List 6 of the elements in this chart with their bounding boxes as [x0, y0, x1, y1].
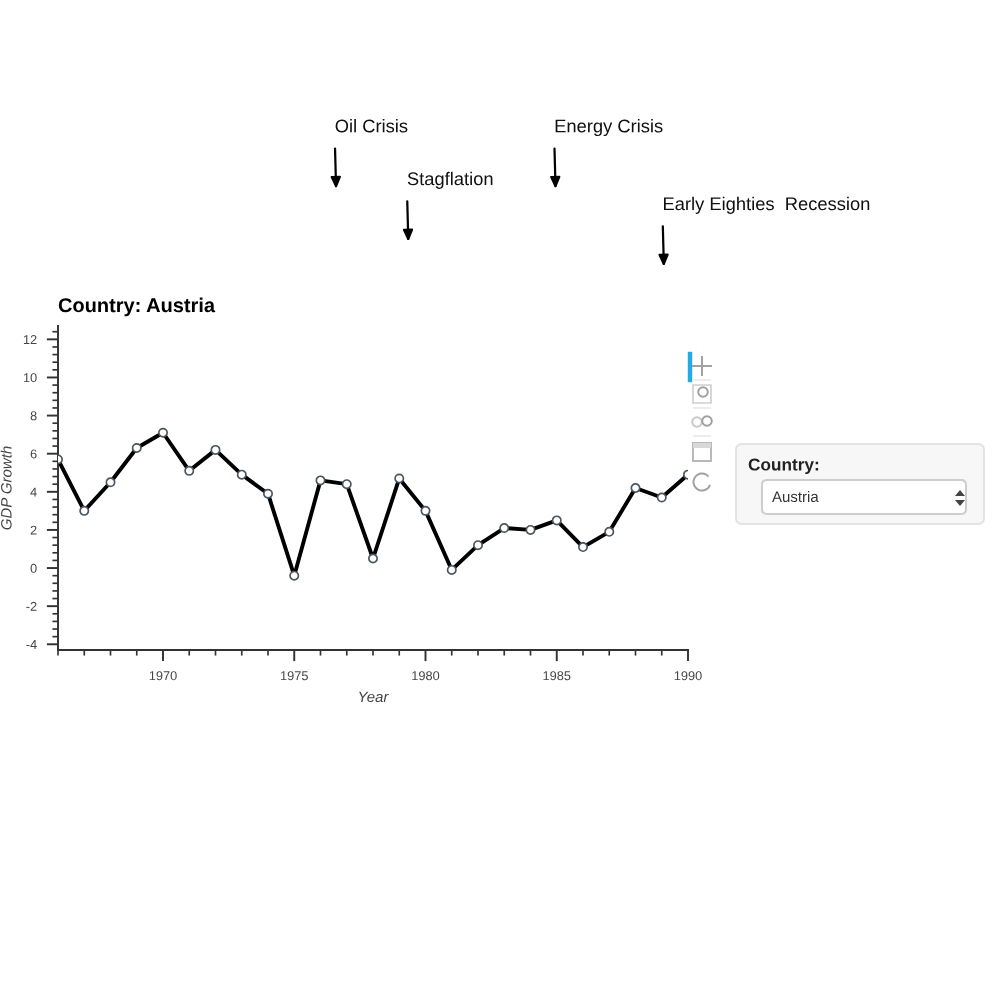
text: Stagflation [407, 171, 493, 189]
text: Early Eighties Recession [664, 196, 870, 214]
text: Energy Crisis [555, 119, 663, 137]
text: Oil Crisis [335, 119, 408, 133]
text: Country: [748, 458, 819, 475]
chart-title: Country: Austria [58, 297, 216, 317]
